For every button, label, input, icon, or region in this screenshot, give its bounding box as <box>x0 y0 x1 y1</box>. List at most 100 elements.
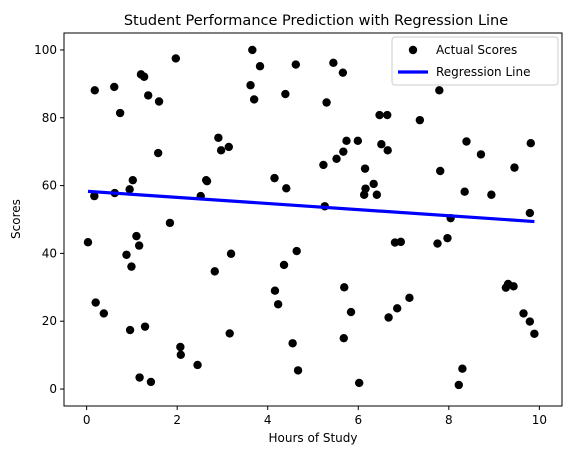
data-point <box>340 283 349 292</box>
data-point <box>176 350 185 359</box>
data-point <box>526 139 535 148</box>
data-point <box>270 286 280 295</box>
data-point <box>273 300 283 309</box>
data-point <box>125 325 135 335</box>
y-tick-label: 40 <box>42 246 57 260</box>
x-tick-label: 4 <box>264 413 272 427</box>
data-point <box>91 298 100 307</box>
data-point <box>383 110 392 120</box>
data-point <box>525 208 535 218</box>
x-tick-label: 10 <box>532 413 547 427</box>
data-point <box>214 133 223 142</box>
regression-line <box>87 189 535 224</box>
data-point <box>443 233 452 243</box>
data-point <box>354 378 364 388</box>
data-point <box>153 148 163 158</box>
data-point <box>171 54 181 63</box>
data-point <box>226 249 236 258</box>
data-point <box>255 62 265 71</box>
data-point <box>329 58 338 68</box>
data-point <box>279 260 289 270</box>
x-tick-label: 0 <box>83 413 91 427</box>
data-point <box>135 373 144 382</box>
data-point <box>293 366 303 375</box>
data-point <box>146 377 156 387</box>
data-point <box>322 98 331 107</box>
data-point <box>319 160 328 170</box>
data-point <box>458 364 467 373</box>
data-point <box>246 81 255 90</box>
x-tick-label: 6 <box>354 413 362 427</box>
data-point <box>346 307 356 317</box>
x-tick-label: 2 <box>173 413 181 427</box>
data-point <box>132 231 141 241</box>
data-point <box>396 237 406 247</box>
data-point <box>165 218 175 228</box>
y-axis-label: Scores <box>9 199 23 239</box>
data-point <box>122 250 131 259</box>
data-point <box>436 166 445 176</box>
data-point <box>270 173 279 183</box>
data-point <box>510 163 519 172</box>
data-point <box>460 187 469 196</box>
data-point <box>372 190 382 199</box>
data-point <box>134 241 144 250</box>
data-point <box>90 191 99 201</box>
data-point <box>361 184 370 193</box>
data-point <box>353 136 363 146</box>
data-point <box>128 175 138 185</box>
x-axis-ticks: 0 2 4 6 8 10 <box>83 406 547 427</box>
data-point <box>383 146 392 155</box>
data-point <box>83 238 93 247</box>
data-point <box>115 108 125 118</box>
data-point <box>248 45 257 55</box>
data-point <box>384 313 393 322</box>
data-point <box>144 91 153 100</box>
data-point <box>405 293 414 303</box>
plot-area <box>63 32 563 407</box>
y-tick-label: 100 <box>34 43 57 57</box>
data-point <box>377 140 386 149</box>
data-point <box>339 333 348 343</box>
data-point <box>288 339 297 348</box>
data-point <box>375 110 384 120</box>
data-point <box>125 185 134 194</box>
y-tick-label: 80 <box>42 111 57 125</box>
legend-label-actual-scores: Actual Scores <box>436 43 517 57</box>
data-point <box>210 267 219 276</box>
data-point <box>454 380 463 390</box>
y-tick-label: 0 <box>49 382 57 396</box>
data-point <box>90 86 99 95</box>
data-point <box>509 282 518 291</box>
legend-label-regression-line: Regression Line <box>436 65 530 79</box>
data-point <box>415 115 425 125</box>
data-point <box>393 304 402 313</box>
legend: Actual Scores Regression Line <box>391 36 559 86</box>
data-point <box>127 262 136 271</box>
y-axis-ticks: 0 20 40 60 80 100 <box>34 43 64 396</box>
data-point <box>519 309 528 318</box>
data-point <box>202 176 212 186</box>
data-point <box>291 60 300 69</box>
chart-title: Student Performance Prediction with Regr… <box>124 13 508 29</box>
data-point <box>110 82 119 92</box>
data-point <box>369 179 378 189</box>
data-point <box>193 360 202 370</box>
data-point <box>530 329 539 338</box>
legend-scatter-marker <box>408 45 418 55</box>
data-point <box>433 239 442 248</box>
data-point <box>338 68 348 77</box>
data-point <box>525 317 535 326</box>
data-point <box>225 329 234 338</box>
data-point <box>139 72 149 81</box>
y-tick-label: 20 <box>42 314 57 328</box>
data-point <box>360 164 370 173</box>
x-axis-label: Hours of Study <box>269 431 358 445</box>
data-point <box>216 146 226 155</box>
data-point <box>292 246 301 256</box>
data-point <box>462 137 471 146</box>
legend-box <box>391 36 559 86</box>
data-point <box>282 184 291 193</box>
data-point <box>176 342 185 352</box>
